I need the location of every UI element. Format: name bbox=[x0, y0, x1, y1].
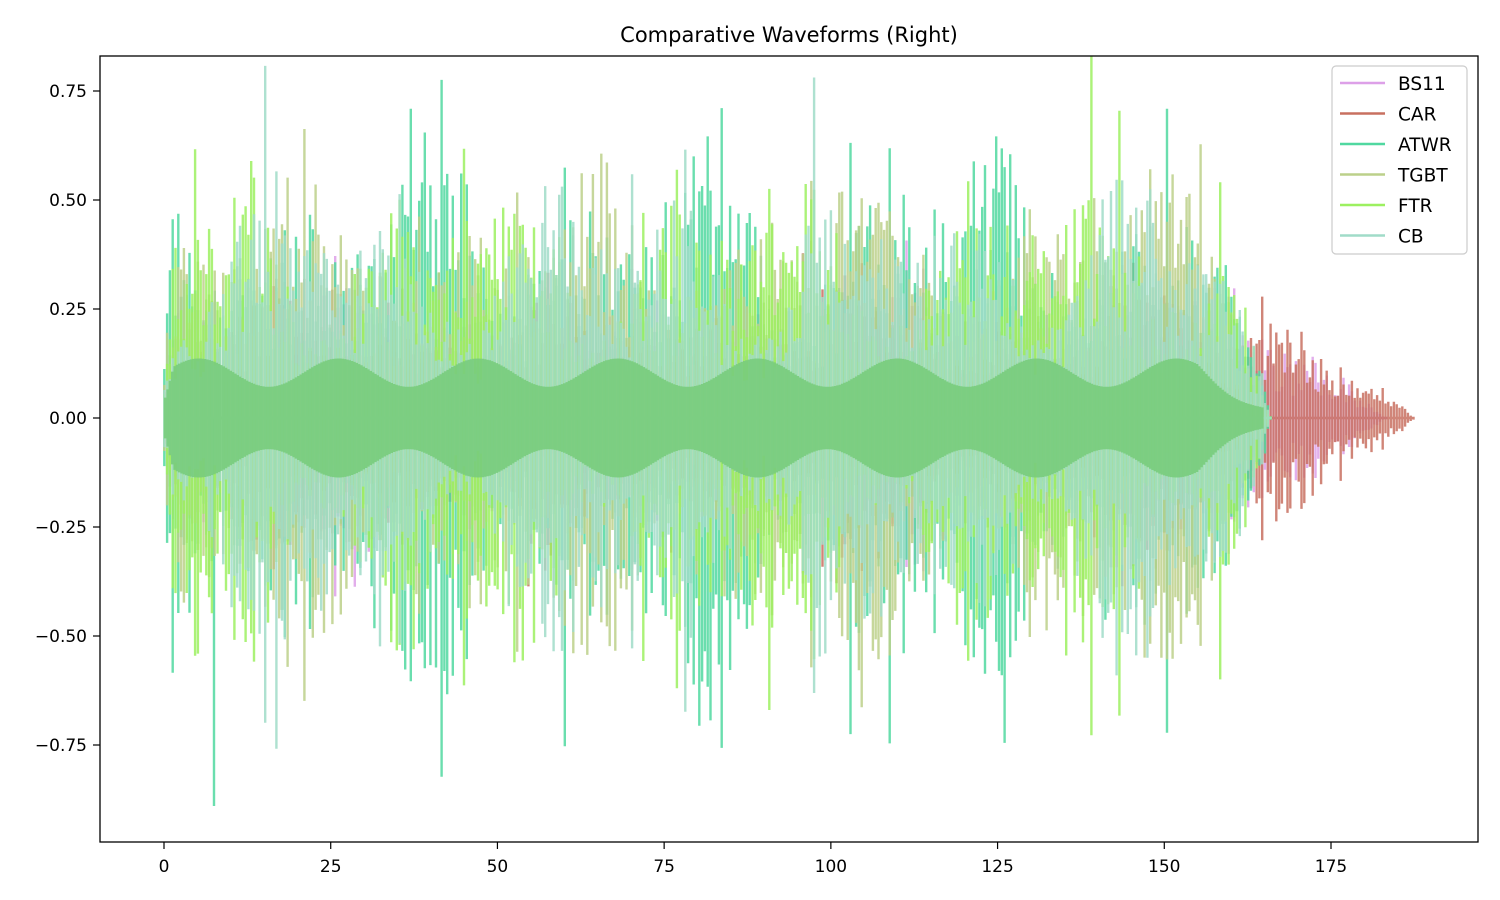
x-tick-label: 25 bbox=[320, 857, 342, 877]
axes-frame bbox=[99, 55, 1479, 843]
legend-item-atwr: ATWR bbox=[1340, 135, 1452, 156]
legend-item-tgbt: TGBT bbox=[1340, 166, 1448, 187]
x-tick-label: 175 bbox=[1315, 857, 1347, 877]
x-tick-label: 125 bbox=[981, 857, 1013, 877]
x-tick-label: 75 bbox=[653, 857, 675, 877]
y-tick-label: −0.25 bbox=[35, 518, 87, 538]
plot-area bbox=[163, 56, 1415, 806]
y-tick-label: 0.25 bbox=[49, 300, 87, 320]
legend-item-car: CAR bbox=[1340, 105, 1437, 126]
legend: BS11 CAR ATWR TGBT FTR CB bbox=[1331, 65, 1468, 255]
legend-item-cb: CB bbox=[1340, 227, 1424, 248]
legend-label: CAR bbox=[1398, 105, 1437, 126]
x-tick-label: 100 bbox=[815, 857, 847, 877]
legend-item-bs11: BS11 bbox=[1340, 74, 1446, 95]
x-tick-label: 150 bbox=[1148, 857, 1180, 877]
chart-title: Comparative Waveforms (Right) bbox=[620, 23, 958, 47]
y-tick-label: 0.00 bbox=[49, 409, 87, 429]
x-tick-label: 0 bbox=[159, 857, 170, 877]
legend-label: ATWR bbox=[1398, 135, 1452, 156]
legend-label: CB bbox=[1398, 227, 1424, 248]
dense-core bbox=[164, 358, 1264, 478]
x-axis: 0 25 50 75 100 125 150 175 bbox=[159, 842, 1347, 877]
y-tick-label: 0.75 bbox=[49, 82, 87, 102]
legend-label: FTR bbox=[1398, 196, 1433, 217]
y-tick-label: −0.50 bbox=[35, 627, 87, 647]
y-tick-label: 0.50 bbox=[49, 191, 87, 211]
legend-label: TGBT bbox=[1397, 166, 1448, 187]
x-tick-label: 50 bbox=[487, 857, 509, 877]
y-tick-label: −0.75 bbox=[35, 736, 87, 756]
legend-item-ftr: FTR bbox=[1340, 196, 1433, 217]
legend-label: BS11 bbox=[1398, 74, 1446, 95]
y-axis: 0.75 0.50 0.25 0.00 −0.25 −0.50 −0.75 bbox=[35, 82, 100, 756]
